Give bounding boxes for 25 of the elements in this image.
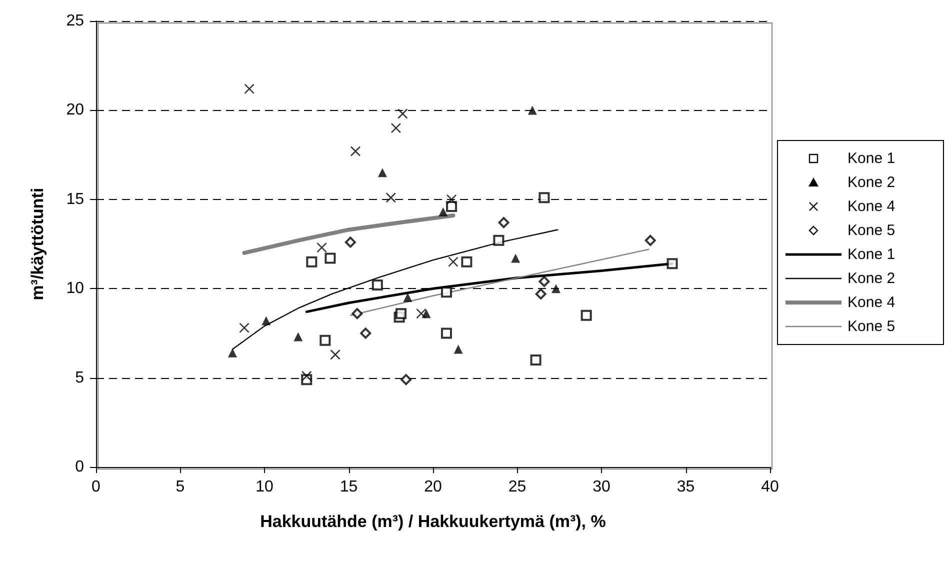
legend-label: Kone 5: [848, 318, 896, 335]
legend-label: Kone 1: [848, 150, 896, 167]
x-tick-label: 5: [176, 478, 185, 496]
x-tick-label: 35: [676, 478, 695, 496]
y-tick-label: 10: [66, 280, 84, 298]
x-tick-label: 40: [761, 478, 779, 496]
x-tick-label: 10: [256, 478, 274, 496]
legend-label: Kone 2: [848, 270, 896, 287]
legend-label: Kone 1: [848, 246, 896, 263]
y-tick-label: 20: [66, 102, 84, 119]
y-tick-label: 25: [66, 12, 84, 30]
x-tick-label: 0: [92, 478, 101, 496]
x-tick-label: 25: [508, 478, 526, 496]
y-tick-label: 0: [75, 458, 84, 476]
x-tick-label: 20: [424, 478, 442, 496]
y-axis-title: m³/käyttötunti: [28, 188, 47, 300]
y-tick-label: 15: [66, 190, 84, 208]
legend-label: Kone 4: [848, 198, 896, 215]
y-tick-label: 5: [75, 369, 84, 386]
x-tick-label: 30: [592, 478, 610, 496]
legend-label: Kone 4: [848, 294, 896, 311]
legend-label: Kone 2: [848, 174, 896, 191]
x-axis-title: Hakkuutähde (m³) / Hakkuukertymä (m³), %: [260, 512, 606, 531]
x-tick-label: 15: [340, 478, 358, 496]
legend-label: Kone 5: [848, 222, 896, 239]
